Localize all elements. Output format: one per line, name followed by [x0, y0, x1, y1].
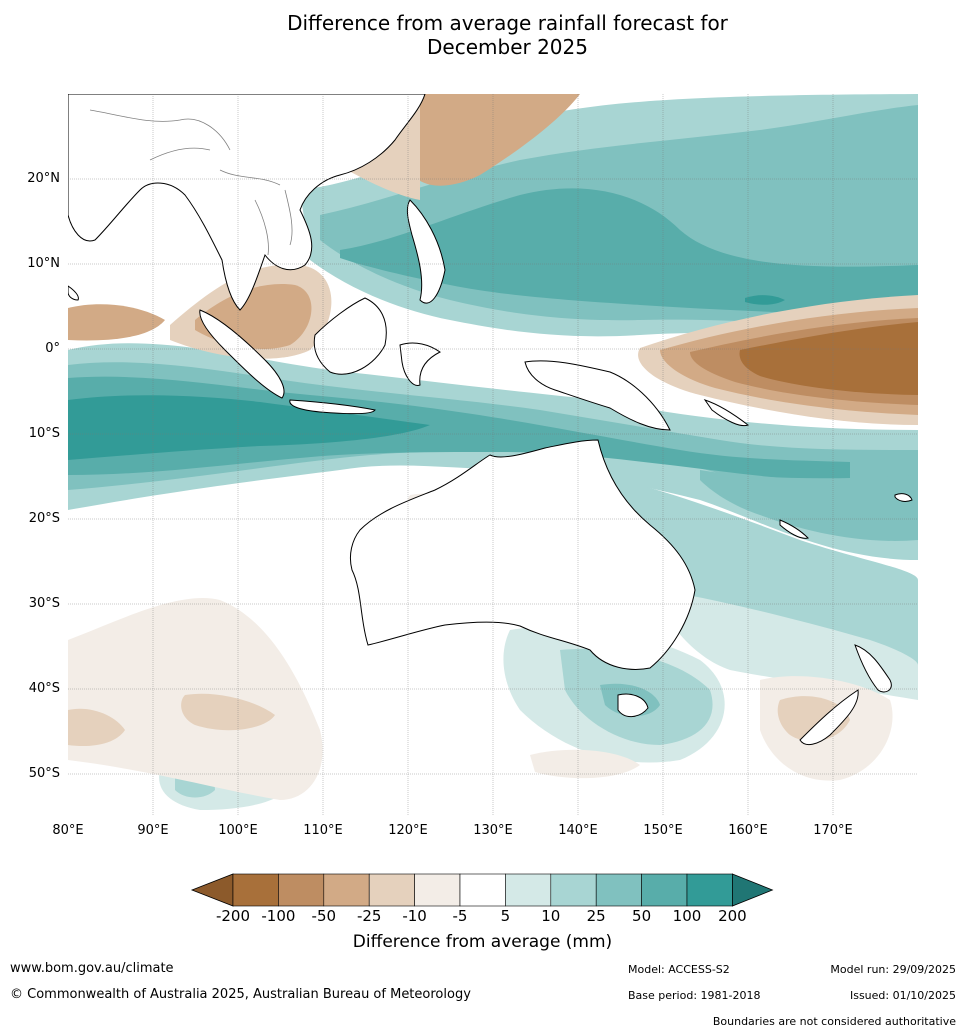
colorbar-swatch	[459, 873, 506, 907]
lat-label-20n: 20°N	[27, 171, 60, 186]
lon-label-130e: 130°E	[473, 823, 513, 838]
land-fiji	[894, 493, 913, 502]
land-java	[289, 399, 376, 415]
anomaly-region-indian-ocean-very-strong	[68, 395, 430, 460]
anomaly-region-south-indian-dry	[68, 708, 125, 747]
colorbar-tick-label: 200	[718, 907, 747, 925]
anomaly-region-indian-ocean-dry	[68, 304, 165, 341]
colorbar-tick-label: -100	[261, 907, 296, 925]
boundary-disclaimer: Boundaries are not considered authoritat…	[712, 1015, 956, 1028]
colorbar-swatch	[323, 873, 370, 907]
colorbar-tick-label: 5	[500, 907, 511, 925]
land-sumatra	[199, 309, 285, 399]
land-philippines	[406, 199, 446, 304]
colorbar-label: Difference from average (mm)	[352, 932, 613, 952]
anomaly-region-china-dry	[410, 94, 580, 186]
colorbar-tick-label: -5	[452, 907, 468, 925]
base-period: Base period: 1981-2018	[628, 989, 761, 1002]
lon-label-120e: 120°E	[388, 823, 428, 838]
lon-label-160e: 160°E	[728, 823, 768, 838]
land-new-guinea	[524, 360, 671, 431]
title-line-1: Difference from average rainfall forecas…	[287, 11, 728, 35]
lon-label-170e: 170°E	[813, 823, 853, 838]
land-new-zealand-south	[799, 689, 859, 746]
colorbar-tick-label: 10	[541, 907, 561, 925]
colorbar	[190, 873, 774, 907]
lon-label-100e: 100°E	[218, 823, 258, 838]
issued-date: Issued: 01/10/2025	[849, 989, 956, 1002]
anomaly-region-north-pacific-strong	[340, 188, 918, 315]
lon-label-80e: 80°E	[52, 823, 84, 838]
colorbar-swatch	[368, 873, 415, 907]
model-run-date: Model run: 29/09/2025	[830, 963, 956, 976]
colorbar-swatch	[550, 873, 597, 907]
land-asia-mainland	[68, 94, 426, 311]
land-sri-lanka	[68, 285, 79, 301]
anomaly-region-north-pacific-very-strong	[745, 295, 785, 305]
colorbar-tick-label: -50	[311, 907, 337, 925]
land-new-zealand-north	[854, 644, 892, 693]
colorbar-extend-high	[732, 873, 774, 907]
colorbar-extend-low	[190, 873, 234, 907]
country-borders	[89, 109, 293, 256]
lat-label-10s: 10°S	[28, 426, 60, 441]
land-australia	[349, 439, 696, 670]
lon-label-90e: 90°E	[137, 823, 169, 838]
colorbar-tick-label: 100	[672, 907, 702, 925]
colorbar-tick-label: -200	[215, 907, 251, 925]
lon-label-150e: 150°E	[643, 823, 683, 838]
copyright-text: © Commonwealth of Australia 2025, Austra…	[10, 987, 471, 1002]
lat-label-10n: 10°N	[27, 256, 60, 271]
anomaly-region-south-indian-dry-2	[181, 693, 275, 731]
anomaly-region-tasman-sea-wet	[660, 590, 918, 700]
colorbar-tick-label: -25	[356, 907, 382, 925]
lat-label-20s: 20°S	[28, 511, 60, 526]
colorbar-tick-label: -10	[402, 907, 427, 925]
colorbar-swatch	[686, 873, 733, 907]
colorbar-swatch	[595, 873, 642, 907]
chart-title: Difference from average rainfall forecas…	[0, 11, 965, 59]
lat-label-0: 0°	[45, 341, 60, 356]
model-name: Model: ACCESS-S2	[628, 963, 730, 976]
lat-label-30s: 30°S	[28, 596, 60, 611]
graticule	[68, 94, 918, 816]
colorbar-tick-label: 50	[632, 907, 652, 925]
land-borneo	[313, 297, 387, 375]
colorbar-swatch	[641, 873, 688, 907]
lon-label-140e: 140°E	[558, 823, 598, 838]
anomaly-region-tasman-dry-light	[530, 749, 640, 779]
land-tasmania	[617, 693, 649, 717]
anomaly-region-equatorial-pacific-dry-4	[739, 322, 918, 395]
website-link[interactable]: www.bom.gov.au/climate	[10, 961, 174, 976]
colorbar-swatch	[232, 873, 279, 907]
title-line-2: December 2025	[427, 35, 588, 59]
colorbar-swatch	[278, 873, 325, 907]
lat-label-50s: 50°S	[28, 766, 60, 781]
anomaly-region-coral-sea-moderate	[700, 470, 918, 541]
colorbar-tick-label: 25	[586, 907, 606, 925]
lon-label-110e: 110°E	[303, 823, 343, 838]
lat-label-40s: 40°S	[28, 681, 60, 696]
land-solomon-islands	[703, 399, 750, 427]
rainfall-map	[68, 94, 918, 816]
land-sulawesi	[399, 342, 441, 386]
colorbar-swatch	[414, 873, 461, 907]
colorbar-swatch	[505, 873, 552, 907]
land-new-caledonia	[779, 519, 809, 539]
